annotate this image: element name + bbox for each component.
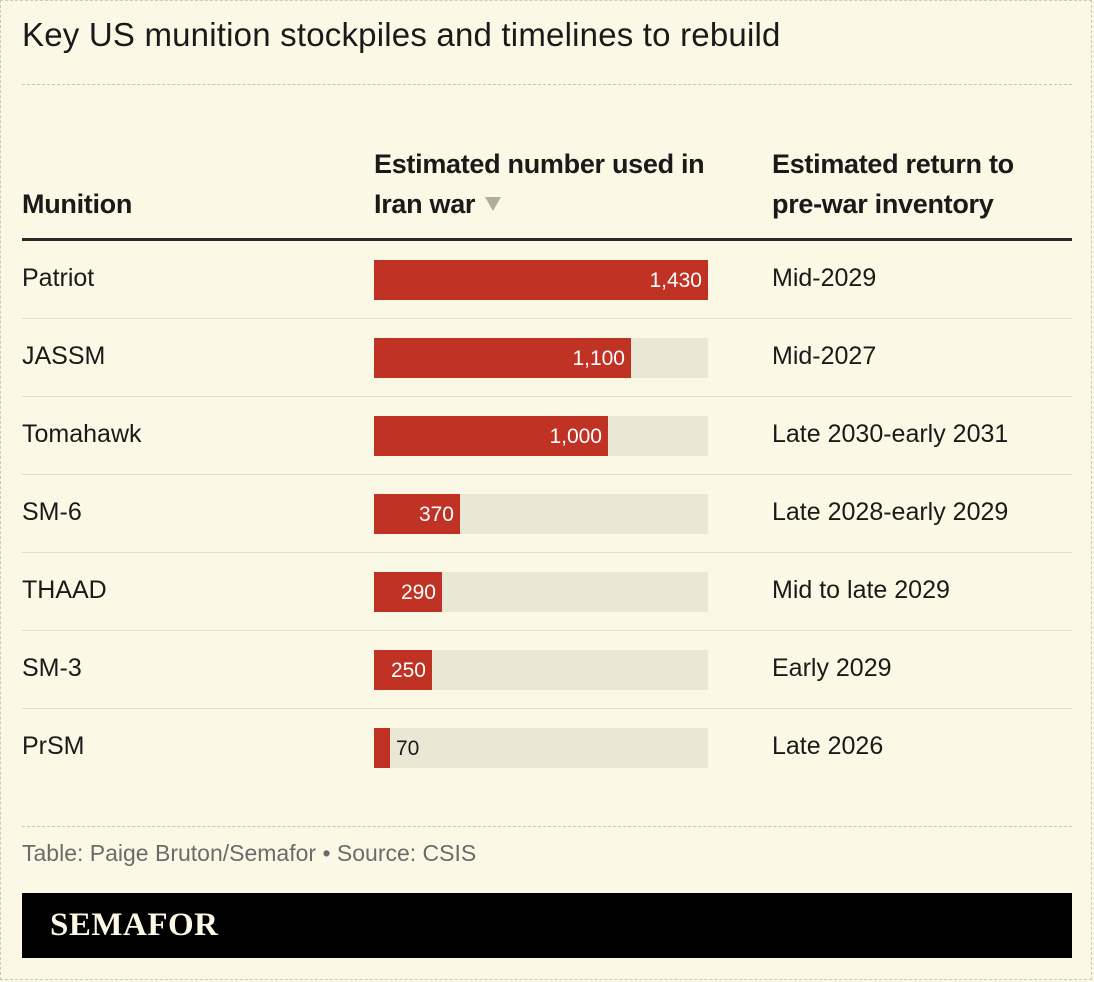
source-credit: Table: Paige Bruton/Semafor • Source: CS…: [22, 840, 477, 866]
munition-name: JASSM: [22, 342, 106, 370]
column-header-used[interactable]: Estimated number used in Iran war: [374, 144, 705, 224]
bar-value-label: 1,430: [649, 269, 702, 292]
row-divider: [22, 630, 1072, 631]
column-header-used-line2: Iran war: [374, 189, 476, 219]
return-date: Mid to late 2029: [772, 576, 950, 604]
table-row[interactable]: SM-6 370 Late 2028-early 2029: [22, 475, 1072, 553]
bar-value-label: 70: [396, 737, 420, 760]
return-date: Mid-2027: [772, 342, 877, 370]
row-divider: [22, 474, 1072, 475]
bar-sm-3: [374, 650, 432, 690]
column-header-used-line1: Estimated number used in: [374, 149, 705, 179]
sort-descending-icon[interactable]: [485, 196, 502, 211]
bar-value-label: 250: [390, 659, 426, 682]
munition-name: Patriot: [22, 264, 95, 292]
bar-track: 1,100: [374, 338, 708, 378]
return-date: Mid-2029: [772, 264, 877, 292]
bar-value-label: 1,100: [572, 347, 625, 370]
brand-bar: SEMAFOR: [22, 893, 1072, 958]
bar-track: 290: [374, 572, 708, 612]
row-divider: [22, 552, 1072, 553]
brand-logo: SEMAFOR: [50, 907, 219, 943]
bar-track: 250: [374, 650, 708, 690]
bar-thaad: [374, 572, 442, 612]
return-date: Late 2030-early 2031: [772, 420, 1009, 448]
column-header-return-line2: pre-war inventory: [772, 189, 994, 219]
table-row[interactable]: JASSM 1,100 Mid-2027: [22, 319, 1072, 397]
bar-track: 1,000: [374, 416, 708, 456]
chart-title: Key US munition stockpiles and timelines…: [22, 16, 781, 53]
return-date: Late 2028-early 2029: [772, 498, 1009, 526]
row-divider: [22, 708, 1072, 709]
column-header-munition[interactable]: Munition: [22, 189, 133, 219]
table-row[interactable]: THAAD 290 Mid to late 2029: [22, 553, 1072, 631]
table-row[interactable]: SM-3 250 Early 2029: [22, 631, 1072, 709]
column-header-return[interactable]: Estimated return to pre-war inventory: [772, 144, 1014, 224]
footer-divider: [22, 826, 1072, 827]
header-rule: [22, 238, 1072, 241]
bar-track: 70: [374, 728, 708, 768]
bar-value-label: 1,000: [549, 425, 602, 448]
bar-value-label: 370: [418, 503, 454, 526]
bar-prsm: [374, 728, 390, 768]
title-divider: [22, 84, 1072, 85]
bar-value-label: 290: [400, 581, 436, 604]
bar-patriot: [374, 260, 708, 300]
bar-tomahawk: [374, 416, 608, 456]
table-row[interactable]: Patriot 1,430 Mid-2029: [22, 241, 1072, 319]
bar-jassm: [374, 338, 631, 378]
column-header-return-line1: Estimated return to: [772, 149, 1014, 179]
bar-sm-6: [374, 494, 460, 534]
row-divider: [22, 318, 1072, 319]
munition-name: SM-6: [22, 498, 82, 526]
munition-name: PrSM: [22, 732, 85, 760]
return-date: Late 2026: [772, 732, 884, 760]
column-header-used-line2-wrap: Iran war: [374, 184, 704, 224]
return-date: Early 2029: [772, 654, 892, 682]
munition-name: Tomahawk: [22, 420, 142, 448]
table-row[interactable]: Tomahawk 1,000 Late 2030-early 2031: [22, 397, 1072, 475]
row-divider: [22, 396, 1072, 397]
munition-name: THAAD: [22, 576, 107, 604]
bar-track: 1,430: [374, 260, 708, 300]
bar-track: 370: [374, 494, 708, 534]
table-row[interactable]: PrSM 70 Late 2026: [22, 709, 1072, 787]
munition-name: SM-3: [22, 654, 82, 682]
